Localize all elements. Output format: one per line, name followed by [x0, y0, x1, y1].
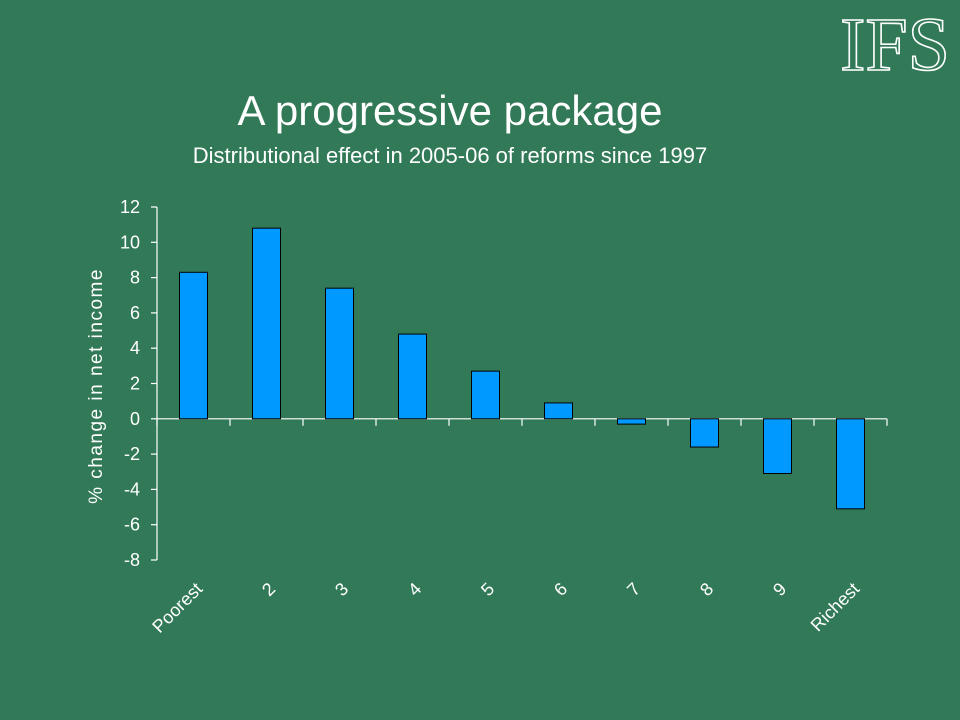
bar: [763, 418, 792, 475]
bar: [617, 418, 646, 425]
y-tick-label: 2: [130, 374, 140, 394]
x-tick-label: 2: [258, 579, 279, 600]
y-axis-label: % change in net income: [86, 268, 107, 504]
y-tick-label: 12: [120, 197, 140, 217]
chart-bars: [179, 227, 865, 510]
bar: [544, 402, 573, 420]
y-tick-label: 8: [130, 268, 140, 288]
y-tick-label: -6: [124, 515, 140, 535]
bar: [252, 227, 281, 420]
x-tick-label: 9: [769, 579, 790, 600]
x-tick-label: 4: [404, 579, 425, 600]
bar: [836, 418, 865, 510]
y-tick-label: 6: [130, 303, 140, 323]
ifs-logo: IFS: [839, 6, 950, 80]
x-tick-label: 5: [477, 579, 498, 600]
y-tick-label: 10: [120, 232, 140, 252]
x-tick-label: 3: [331, 579, 352, 600]
x-tick-label: 8: [696, 579, 717, 600]
x-tick-label: 7: [623, 579, 644, 600]
x-tick-label: Richest: [807, 579, 864, 636]
bar: [471, 370, 500, 420]
ifs-logo-text: IFS: [840, 6, 950, 80]
y-tick-label: 4: [130, 338, 140, 358]
bar: [690, 418, 719, 448]
bar: [325, 287, 354, 420]
page-subtitle: Distributional effect in 2005-06 of refo…: [192, 143, 708, 168]
x-tick-label: 6: [550, 579, 571, 600]
bar: [179, 271, 208, 420]
y-tick-label: -4: [124, 479, 140, 499]
x-tick-label: Poorest: [148, 579, 206, 637]
page-title: A progressive package: [237, 87, 663, 134]
y-tick-label: 0: [130, 409, 140, 429]
y-tick-label: -2: [124, 444, 140, 464]
bar: [398, 333, 427, 420]
y-tick-label: -8: [124, 550, 140, 570]
